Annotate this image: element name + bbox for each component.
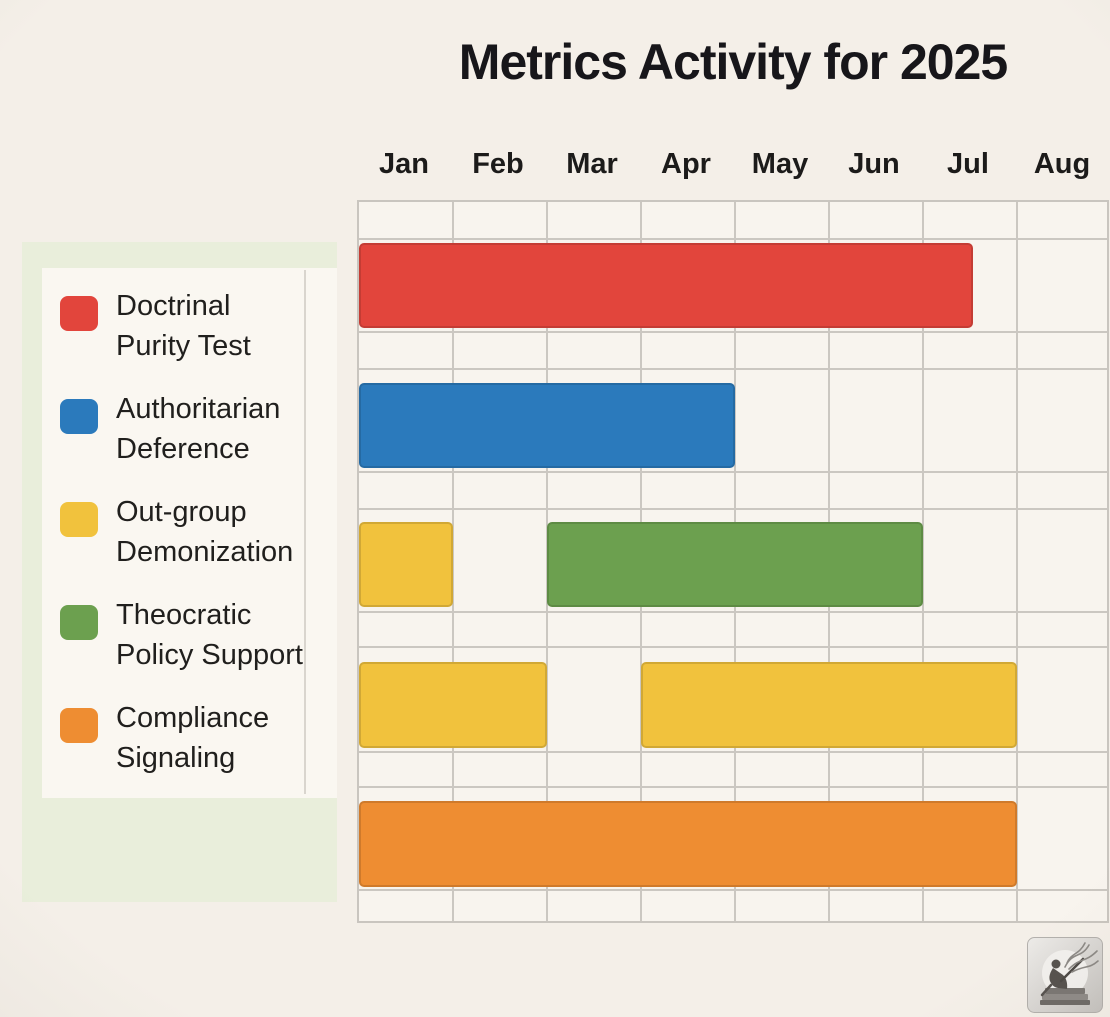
legend-card: Doctrinal Purity Test Authoritarian Defer…: [42, 268, 337, 798]
legend-item-doctrinal: Doctrinal Purity Test: [60, 290, 360, 388]
grid-column-line: [922, 202, 924, 921]
legend-item-label: Out-group Demonization: [116, 496, 294, 568]
legend-swatch-orange: [60, 708, 98, 743]
grid-row-line: [359, 751, 1107, 753]
grid-row-line: [359, 646, 1107, 648]
x-tick-aug: Aug: [1033, 148, 1091, 180]
gantt-bar-out-group-demonization: [359, 522, 453, 607]
grid-row-line: [359, 786, 1107, 788]
grid-column-line: [1016, 202, 1018, 921]
legend-item-compliance: Compliance Signaling: [60, 702, 360, 800]
grid-row-line: [359, 238, 1107, 240]
grid-row-line: [359, 368, 1107, 370]
grid-row-line: [359, 889, 1107, 891]
x-tick-jul: Jul: [947, 148, 989, 180]
x-tick-feb: Feb: [472, 148, 524, 180]
x-tick-may: May: [751, 148, 809, 180]
grid-row-line: [359, 331, 1107, 333]
legend-swatch-yellow: [60, 502, 98, 537]
chart-title: Metrics Activity for 2025: [458, 34, 1008, 90]
grid-row-line: [359, 611, 1107, 613]
legend-item-out-group: Out-group Demonization: [60, 496, 360, 594]
legend-swatch-green: [60, 605, 98, 640]
legend-item-authoritarian: Authoritarian Deference: [60, 393, 360, 491]
x-tick-jan: Jan: [379, 148, 429, 180]
gantt-bar-compliance-signaling: [359, 801, 1017, 887]
gantt-bar-theocratic-policy-support: [547, 522, 923, 607]
x-tick-mar: Mar: [566, 148, 618, 180]
grid-row-line: [359, 508, 1107, 510]
chart-plot-area: [357, 200, 1109, 923]
gantt-bar-out-group-demonization: [641, 662, 1017, 748]
legend-item-label: Authoritarian Deference: [116, 393, 281, 465]
legend-swatch-blue: [60, 399, 98, 434]
gantt-bar-doctrinal-purity-test: [359, 243, 973, 328]
legend-item-theocratic: Theocratic Policy Support: [60, 599, 360, 697]
legend-item-label: Doctrinal Purity Test: [116, 290, 251, 362]
legend-swatch-red: [60, 296, 98, 331]
grid-column-line: [452, 202, 454, 921]
gantt-bar-out-group-demonization: [359, 662, 547, 748]
x-tick-apr: Apr: [661, 148, 711, 180]
grid-row-line: [359, 471, 1107, 473]
legend-item-label: Theocratic Policy Support: [116, 599, 303, 671]
legend-panel: Doctrinal Purity Test Authoritarian Defer…: [22, 242, 337, 902]
legend-divider: [304, 270, 306, 794]
watermark-logo: [1027, 937, 1103, 1013]
gantt-bar-authoritarian-deference: [359, 383, 735, 468]
x-tick-jun: Jun: [848, 148, 900, 180]
writer-stamp-icon: [1027, 937, 1103, 1013]
legend-item-label: Compliance Signaling: [116, 702, 270, 774]
